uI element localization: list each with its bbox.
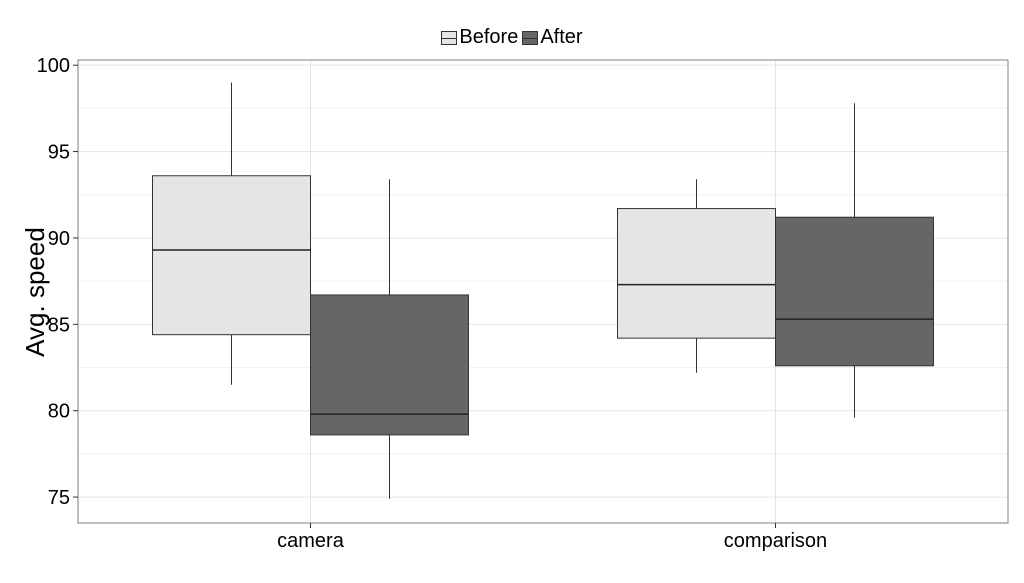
legend-key-after bbox=[522, 30, 539, 45]
box-after-camera bbox=[310, 179, 469, 499]
legend-item-after: After bbox=[522, 26, 583, 49]
y-tick-label: 85 bbox=[48, 314, 70, 336]
legend-item-before: Before bbox=[441, 26, 518, 49]
box-before-camera bbox=[152, 82, 311, 385]
y-tick-label: 80 bbox=[48, 401, 70, 423]
boxes bbox=[152, 82, 934, 499]
legend: Before After bbox=[0, 26, 1024, 49]
box-after-comparison bbox=[775, 103, 934, 418]
iqr-box bbox=[310, 294, 469, 436]
iqr-box bbox=[775, 216, 934, 367]
x-axis-ticks: camera comparison bbox=[277, 523, 827, 552]
y-axis-label: Avg. speed bbox=[20, 227, 50, 357]
legend-key-before bbox=[441, 30, 458, 45]
y-tick-label: 75 bbox=[48, 487, 70, 509]
plot-panel-border bbox=[77, 59, 1009, 524]
legend-label-after: After bbox=[540, 26, 583, 48]
y-tick-label: 100 bbox=[37, 55, 70, 77]
y-tick-label: 90 bbox=[48, 228, 70, 250]
y-tick-label: 95 bbox=[48, 142, 70, 164]
iqr-box bbox=[152, 175, 311, 336]
y-axis-ticks: 75 80 85 90 95 100 bbox=[37, 55, 78, 509]
x-tick-label: comparison bbox=[724, 530, 827, 552]
legend-label-before: Before bbox=[459, 26, 519, 48]
iqr-box bbox=[617, 208, 776, 339]
box-before-comparison bbox=[617, 179, 776, 373]
x-tick-label: camera bbox=[277, 530, 345, 552]
